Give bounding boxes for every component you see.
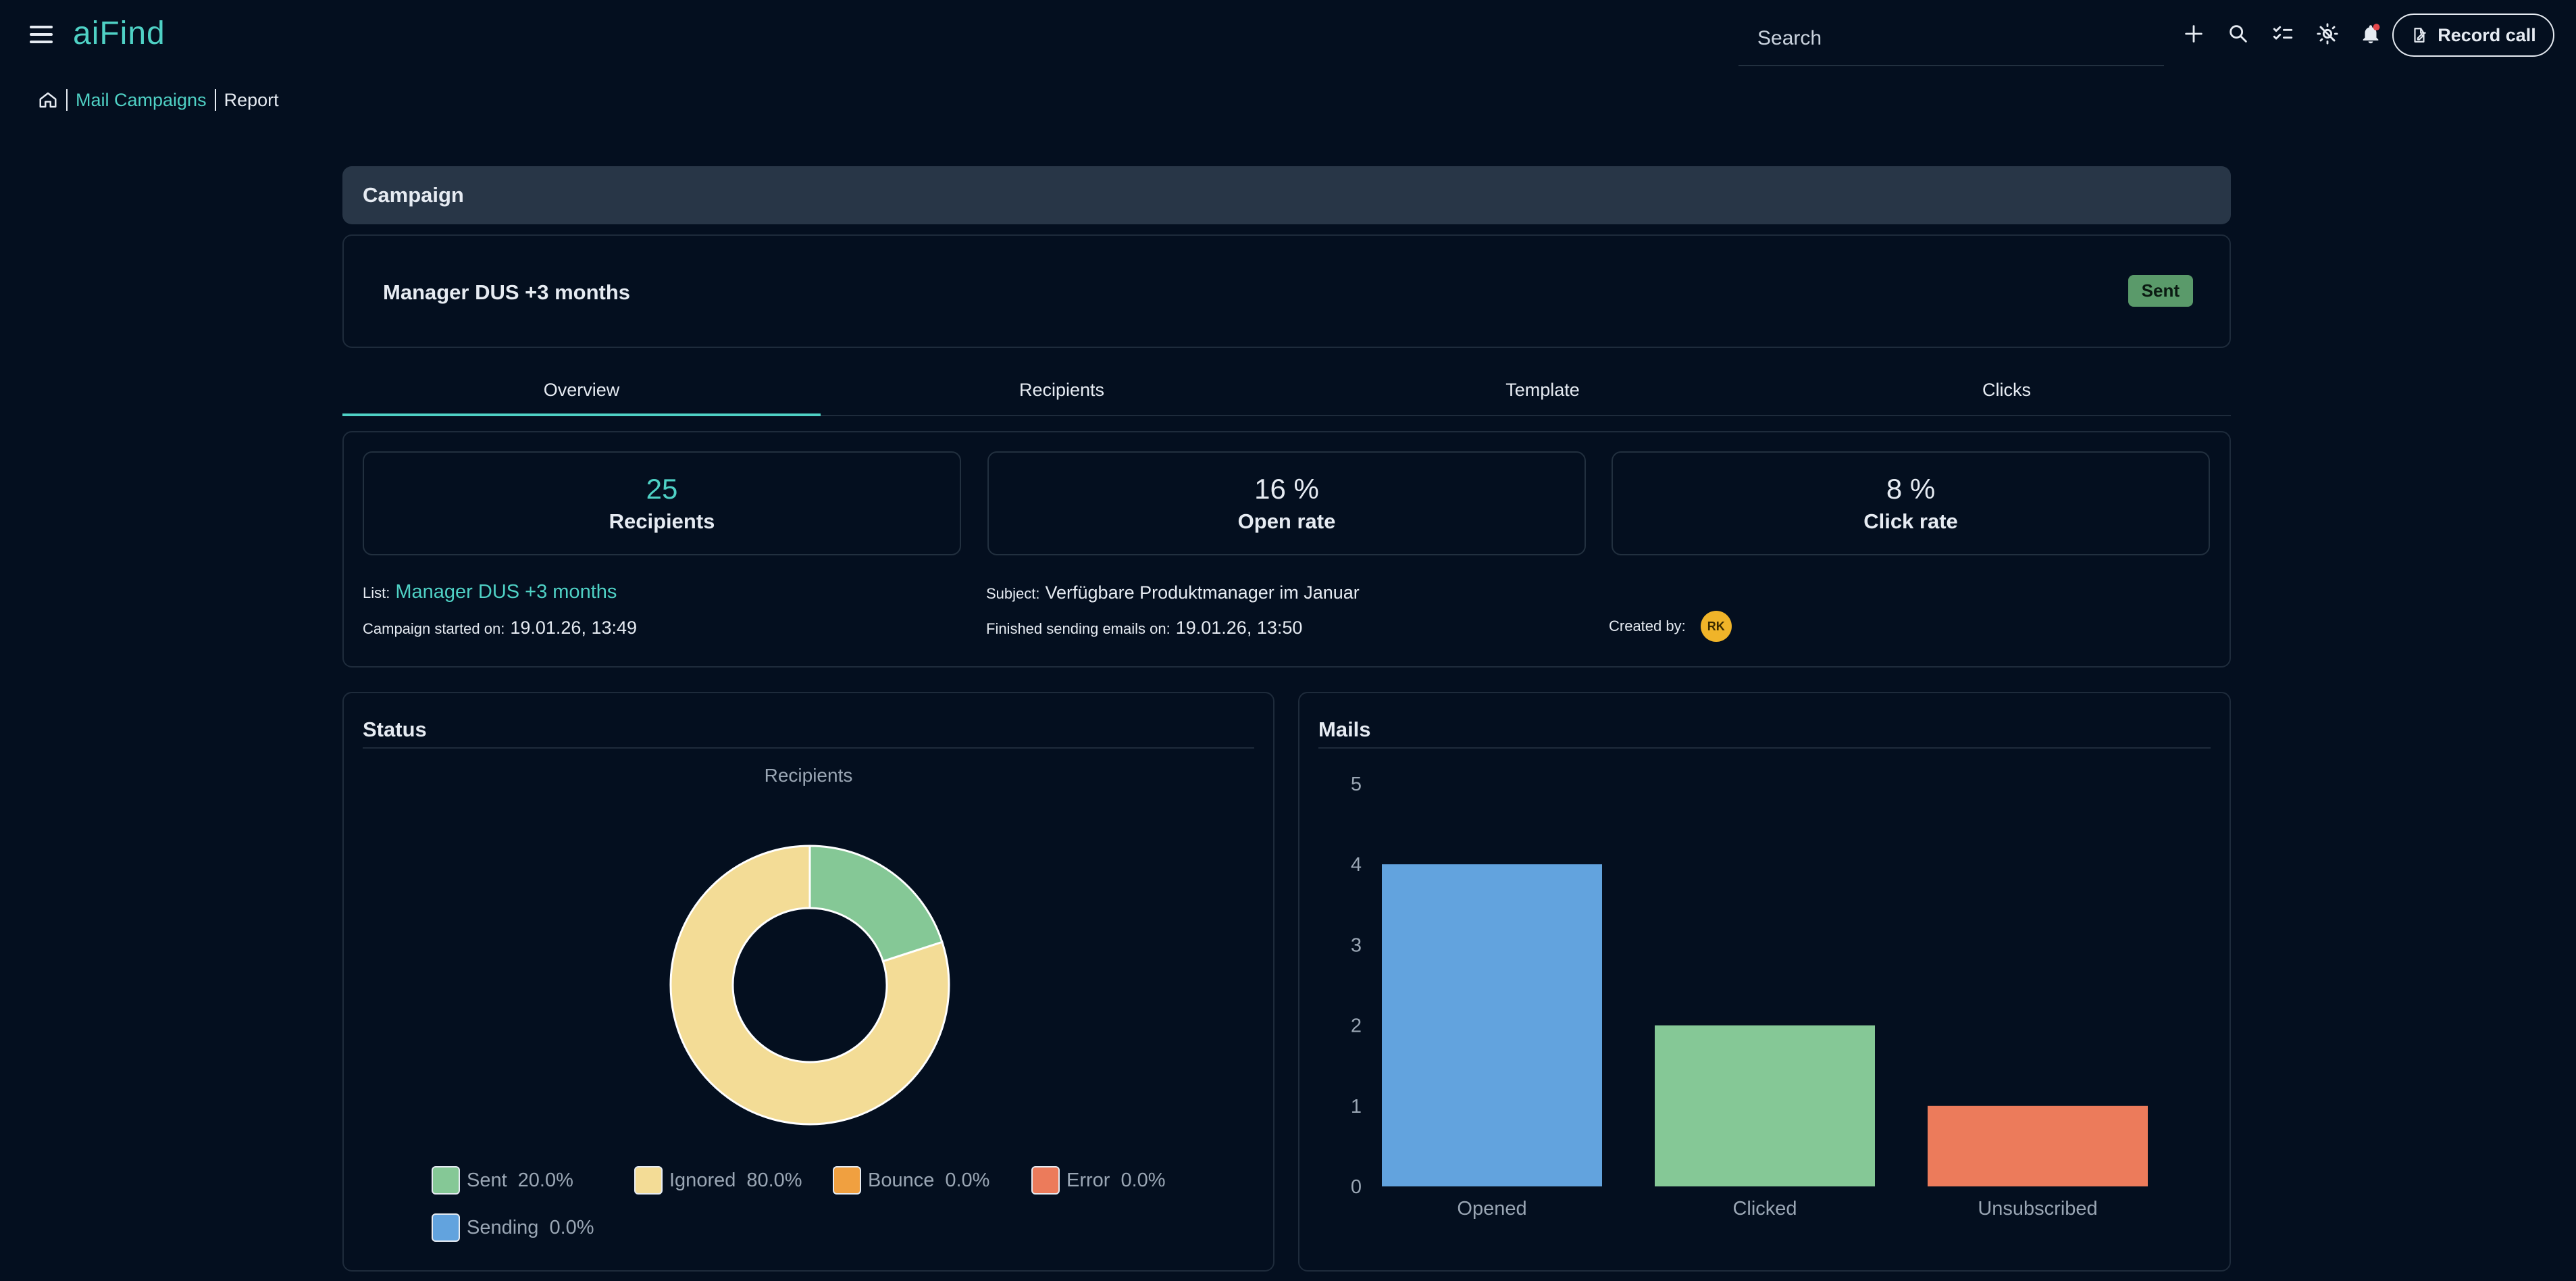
meta-started-label: Campaign started on:	[363, 620, 505, 637]
menu-icon[interactable]	[30, 24, 53, 45]
app-logo[interactable]: aiFind	[73, 16, 165, 51]
stat-value: 16 %	[1254, 473, 1319, 505]
donut-chart	[669, 845, 950, 1126]
divider	[363, 747, 1254, 749]
y-tick-label: 0	[1351, 1176, 1362, 1198]
stat-value: 25	[646, 473, 678, 505]
meta-subject-value: Verfügbare Produktmanager im Januar	[1045, 582, 1360, 603]
legend-item-ignored[interactable]: Ignored 80.0%	[634, 1166, 802, 1195]
legend-swatch	[432, 1213, 460, 1242]
legend-label: Sent	[467, 1169, 507, 1191]
legend-item-error[interactable]: Error 0.0%	[1031, 1166, 1166, 1195]
y-tick-label: 2	[1351, 1015, 1362, 1037]
status-badge: Sent	[2128, 275, 2193, 307]
donut-chart-title: Recipients	[764, 765, 853, 786]
meta-list-link[interactable]: Manager DUS +3 months	[395, 581, 617, 603]
bar-chart: 0 1 2 3 4 5 Opened Clicked Unsubscribed	[1351, 774, 2148, 1220]
bar-opened[interactable]	[1382, 864, 1602, 1186]
meta-list: List: Manager DUS +3 months	[363, 581, 617, 603]
top-bar: aiFind Record call	[0, 0, 2576, 70]
y-tick-label: 5	[1351, 774, 1362, 795]
search-icon[interactable]	[2225, 20, 2252, 47]
legend-percent: 0.0%	[1120, 1169, 1166, 1191]
breadcrumb-mail-campaigns[interactable]: Mail Campaigns	[76, 89, 207, 110]
search-input[interactable]	[1738, 12, 2164, 65]
campaign-card: Manager DUS +3 months Sent	[342, 234, 2231, 348]
panel-title: Status	[363, 718, 427, 741]
legend-label: Error	[1066, 1169, 1110, 1191]
divider	[1318, 747, 2211, 749]
legend-item-sent[interactable]: Sent 20.0%	[432, 1166, 573, 1195]
meta-list-label: List:	[363, 584, 390, 601]
campaign-name: Manager DUS +3 months	[383, 280, 631, 304]
status-panel: Status Recipients Sent 20.0% Ignored 80.0% B…	[342, 692, 1274, 1272]
legend-percent: 80.0%	[746, 1169, 802, 1191]
record-call-label: Record call	[2438, 24, 2536, 45]
meta-started: Campaign started on: 19.01.26, 13:49	[363, 618, 637, 638]
plus-icon[interactable]	[2180, 20, 2207, 47]
tab-clicks[interactable]: Clicks	[1982, 379, 2031, 400]
breadcrumb: Mail Campaigns Report	[38, 86, 279, 114]
tab-overview[interactable]: Overview	[342, 365, 821, 416]
theme-toggle-icon[interactable]	[2314, 20, 2341, 47]
stat-open-rate: 16 % Open rate	[987, 451, 1586, 555]
stat-value: 8 %	[1886, 473, 1936, 505]
bar-clicked[interactable]	[1655, 1025, 1875, 1186]
meta-started-value: 19.01.26, 13:49	[510, 618, 638, 638]
avatar[interactable]: RK	[1700, 611, 1732, 642]
tab-recipients[interactable]: Recipients	[1019, 379, 1105, 400]
stat-click-rate: 8 % Click rate	[1612, 451, 2210, 555]
stat-label: Click rate	[1863, 509, 1958, 533]
stat-recipients: 25 Recipients	[363, 451, 961, 555]
legend-percent: 0.0%	[549, 1216, 594, 1238]
y-tick-label: 1	[1351, 1096, 1362, 1117]
overview-card: 25 Recipients 16 % Open rate 8 % Click r…	[342, 431, 2231, 668]
x-tick-label: Opened	[1457, 1198, 1526, 1220]
meta-created-by: Created by: RK	[1609, 611, 1732, 642]
legend-swatch	[1031, 1166, 1060, 1195]
legend-percent: 20.0%	[517, 1169, 573, 1191]
breadcrumb-report: Report	[224, 89, 279, 110]
breadcrumb-separator	[66, 89, 68, 111]
report-tabs: Overview Recipients Template Clicks	[342, 365, 2231, 416]
campaign-section-header: Campaign	[342, 166, 2231, 224]
x-tick-label: Clicked	[1732, 1198, 1797, 1220]
home-icon[interactable]	[38, 90, 58, 110]
donut-slice-sent[interactable]	[808, 845, 944, 963]
legend-item-sending[interactable]: Sending 0.0%	[432, 1213, 594, 1242]
meta-created-label: Created by:	[1609, 618, 1686, 634]
mails-panel: Mails 0 1 2 3 4 5 Opened Clicked Unsubscribed	[1298, 692, 2231, 1272]
notification-bell-icon[interactable]	[2357, 20, 2384, 47]
legend-percent: 0.0%	[945, 1169, 990, 1191]
meta-finished: Finished sending emails on: 19.01.26, 13…	[986, 618, 1302, 638]
meta-subject: Subject: Verfügbare Produktmanager im Ja…	[986, 582, 1360, 603]
meta-finished-label: Finished sending emails on:	[986, 620, 1170, 637]
legend-swatch	[833, 1166, 861, 1195]
tasks-checklist-icon[interactable]	[2269, 20, 2296, 47]
legend-swatch	[634, 1166, 663, 1195]
tab-template[interactable]: Template	[1505, 379, 1580, 400]
y-tick-label: 3	[1351, 934, 1362, 956]
stat-label: Open rate	[1237, 509, 1336, 533]
legend-label: Bounce	[868, 1169, 935, 1191]
legend-label: Sending	[467, 1216, 539, 1238]
bar-unsubscribed[interactable]	[1928, 1105, 2148, 1186]
donut-slice-ignored[interactable]	[669, 845, 950, 1126]
legend-swatch	[432, 1166, 460, 1195]
meta-finished-value: 19.01.26, 13:50	[1175, 618, 1303, 638]
legend-label: Ignored	[669, 1169, 736, 1191]
edit-document-icon	[2414, 28, 2426, 43]
legend-item-bounce[interactable]: Bounce 0.0%	[833, 1166, 989, 1195]
record-call-button[interactable]: Record call	[2392, 14, 2554, 57]
stat-label: Recipients	[609, 509, 715, 533]
breadcrumb-separator	[214, 89, 216, 111]
panel-title: Mails	[1318, 718, 1371, 741]
meta-subject-label: Subject:	[986, 585, 1040, 602]
y-tick-label: 4	[1351, 854, 1362, 876]
x-tick-label: Unsubscribed	[1978, 1198, 2097, 1220]
search-field[interactable]	[1738, 12, 2164, 66]
